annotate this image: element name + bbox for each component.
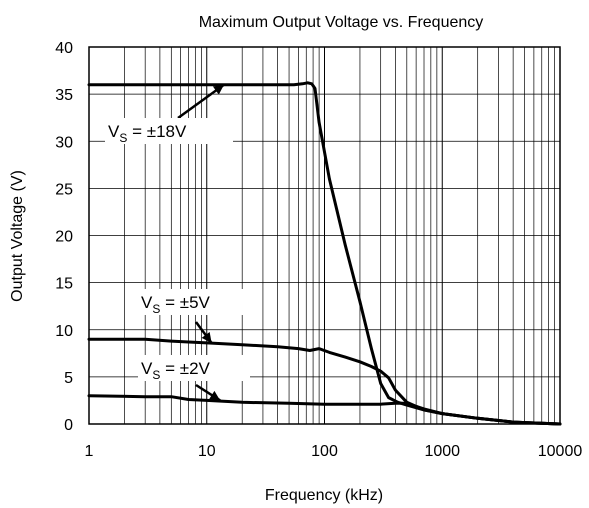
annotation-box-vs2 (138, 355, 250, 381)
plot-frame (88, 46, 561, 425)
annotation-arrowhead-vs2 (209, 390, 221, 401)
y-tick-label: 15 (55, 276, 73, 293)
x-tick-label: 1 (85, 443, 94, 460)
series-line-vs2 (87, 394, 562, 426)
chart-title: Maximum Output Voltage vs. Frequency (199, 14, 484, 31)
x-tick-labels: 1 10 100 1000 10000 (85, 443, 583, 460)
y-tick-label: 25 (55, 181, 73, 198)
x-tick-label: 10 (198, 443, 216, 460)
annotation-arrowhead-vs5 (201, 331, 212, 343)
y-tick-label: 5 (64, 370, 73, 387)
y-tick-label: 10 (55, 323, 73, 340)
annotation-arrowhead-vs18 (212, 84, 224, 95)
y-tick-labels: 0 5 10 15 20 25 30 35 40 (55, 40, 73, 434)
x-tick-label: 10000 (538, 443, 583, 460)
annotation-box-vs18 (105, 118, 233, 144)
annotation-box-vs5 (138, 289, 250, 315)
annotations: VS = ±18V VS = ±5V VS = ±2V (105, 83, 250, 402)
y-tick-label: 0 (64, 417, 73, 434)
x-tick-label: 100 (311, 443, 338, 460)
x-tick-label: 1000 (424, 443, 460, 460)
series-lines (87, 81, 562, 426)
annotation-label-vs18: VS = ±18V (108, 122, 187, 145)
annotation-label-vs2: VS = ±2V (141, 359, 211, 382)
x-axis-label: Frequency (kHz) (265, 487, 383, 504)
y-tick-label: 30 (55, 134, 73, 151)
y-axis-label: Output Voltage (V) (9, 170, 26, 302)
y-tick-label: 20 (55, 229, 73, 246)
annotation-label-vs5: VS = ±5V (141, 293, 211, 316)
y-tick-label: 40 (55, 40, 73, 57)
y-tick-label: 35 (55, 87, 73, 104)
